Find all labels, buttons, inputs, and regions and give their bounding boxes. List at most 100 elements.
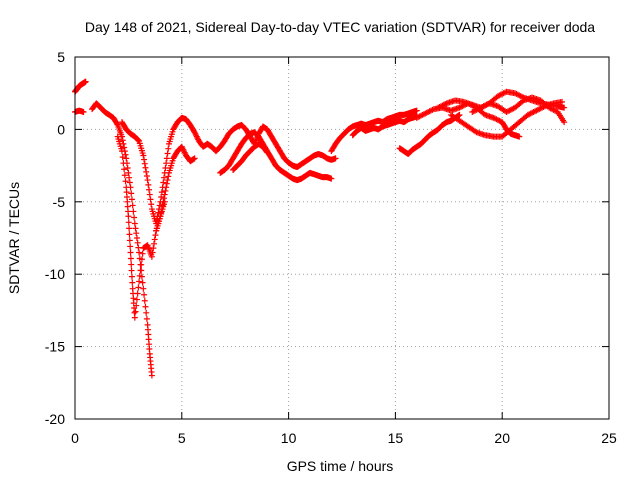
- data-point-fill: [158, 193, 165, 200]
- data-point-fill: [159, 202, 166, 209]
- data-point-fill: [128, 267, 135, 274]
- data-point-fill: [128, 261, 135, 268]
- data-point-fill: [121, 172, 128, 179]
- x-tick-label: 25: [601, 430, 617, 446]
- x-tick-label: 20: [494, 430, 510, 446]
- data-point: [559, 98, 566, 105]
- series-arc-7: [204, 122, 339, 171]
- data-point: [136, 278, 143, 285]
- series-arc-12: [396, 111, 463, 158]
- data-point-fill: [151, 236, 158, 243]
- data-point-fill: [152, 232, 159, 239]
- data-point-fill: [161, 195, 167, 202]
- data-point-fill: [122, 178, 129, 185]
- series-arc-16: [469, 94, 568, 126]
- data-point: [125, 213, 132, 220]
- data-point-fill: [142, 164, 149, 171]
- data-point-fill: [132, 308, 139, 315]
- x-tick-label: 15: [388, 430, 404, 446]
- data-point-fill: [135, 137, 142, 144]
- data-point-fill: [114, 120, 121, 127]
- data-point-fill: [133, 302, 140, 309]
- data-point-fill: [143, 315, 150, 322]
- data-point-fill: [141, 291, 148, 298]
- data-point: [136, 249, 143, 256]
- data-point-fill: [119, 137, 126, 144]
- data-point: [264, 149, 271, 156]
- data-point: [148, 253, 155, 260]
- data-point-fill: [160, 179, 167, 186]
- data-point-fill: [150, 245, 157, 252]
- data-point-fill: [133, 296, 140, 303]
- data-point: [516, 133, 523, 140]
- data-point: [82, 78, 89, 85]
- data-point: [118, 148, 125, 155]
- data-point-fill: [133, 230, 140, 237]
- data-point-fill: [126, 174, 133, 181]
- data-point-fill: [165, 173, 172, 180]
- data-point-fill: [128, 196, 135, 203]
- data-point-fill: [128, 190, 135, 197]
- data-point-fill: [137, 267, 144, 274]
- data-point: [157, 213, 164, 220]
- data-point-fill: [146, 186, 153, 193]
- x-tick-label: 10: [281, 430, 297, 446]
- data-point-fill: [141, 160, 148, 167]
- data-point-fill: [126, 231, 133, 238]
- data-point-fill: [163, 155, 170, 162]
- y-axis-label: SDTVAR / TECUs: [6, 182, 22, 294]
- y-tick-label: -20: [45, 411, 65, 427]
- series-arc-4: [114, 133, 168, 321]
- data-point: [561, 119, 568, 126]
- data-point-fill: [145, 181, 152, 188]
- series-arc-1: [72, 78, 89, 95]
- x-axis-label: GPS time / hours: [287, 458, 394, 474]
- data-point-fill: [163, 160, 170, 167]
- data-point-fill: [135, 284, 142, 291]
- data-point-fill: [143, 172, 150, 179]
- data-point-fill: [131, 214, 138, 221]
- data-point: [123, 155, 130, 162]
- data-point-fill: [164, 177, 171, 184]
- data-point: [456, 111, 463, 118]
- data-point-fill: [132, 225, 139, 232]
- data-point: [413, 107, 420, 114]
- series-arc-5: [118, 114, 211, 227]
- data-point-fill: [148, 201, 155, 208]
- data-point: [328, 175, 335, 182]
- x-tick-label: 5: [178, 430, 186, 446]
- data-point: [131, 220, 138, 227]
- series-arc-11: [349, 113, 420, 139]
- data-point-fill: [134, 239, 141, 246]
- data-point-fill: [126, 179, 133, 186]
- data-point: [191, 155, 198, 162]
- data-point: [144, 177, 151, 184]
- data-point-fill: [125, 169, 132, 176]
- data-point-fill: [162, 187, 169, 194]
- data-point-fill: [121, 144, 128, 151]
- data-point-fill: [142, 303, 149, 310]
- data-point-fill: [165, 145, 172, 152]
- data-point-fill: [163, 184, 170, 191]
- data-point-fill: [163, 180, 170, 187]
- data-point-fill: [134, 290, 141, 297]
- series-arc-9: [230, 140, 271, 173]
- data-point-fill: [164, 150, 171, 157]
- data-point: [80, 109, 87, 116]
- data-point: [131, 314, 138, 321]
- series-arc-10: [328, 107, 420, 155]
- data-point-fill: [127, 243, 134, 250]
- data-point-fill: [126, 225, 133, 232]
- data-points: [72, 78, 568, 379]
- data-point-fill: [128, 273, 135, 280]
- y-tick-label: 0: [57, 121, 65, 137]
- data-point-fill: [126, 237, 133, 244]
- data-point-fill: [138, 256, 145, 263]
- data-point: [161, 191, 168, 198]
- series-arc-6: [153, 143, 198, 234]
- data-point: [148, 372, 155, 379]
- data-point-fill: [141, 156, 148, 163]
- y-tick-label: -5: [53, 194, 66, 210]
- data-point: [561, 104, 568, 111]
